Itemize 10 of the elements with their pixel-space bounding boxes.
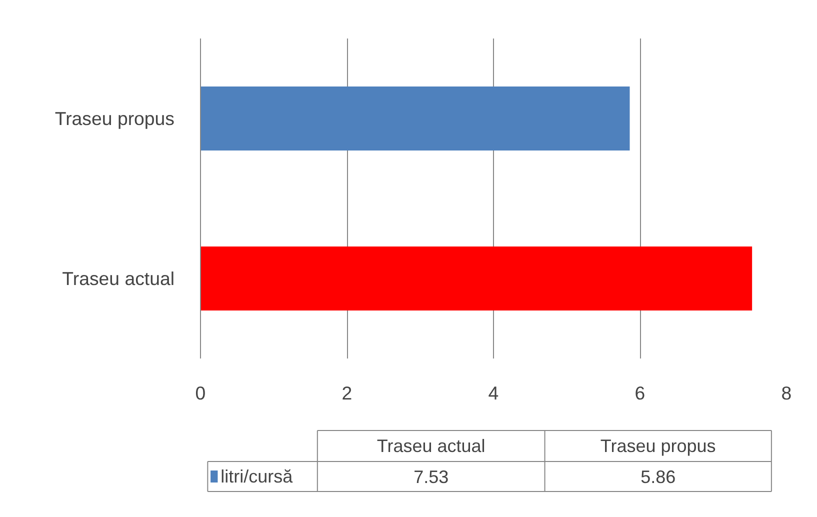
x-tick-label: 6	[634, 382, 646, 404]
legend-label: litri/cursă	[220, 466, 294, 486]
x-tick-label: 4	[488, 382, 499, 404]
text: 7.53	[414, 467, 449, 487]
category-label: Traseu actual	[376, 436, 486, 456]
x-tick-label: 0	[195, 382, 206, 404]
x-tick-label: 8	[781, 382, 792, 404]
x-tick-label: 2	[342, 382, 352, 404]
text: 5.86	[640, 467, 676, 487]
category-label: Traseu propus	[600, 436, 716, 456]
